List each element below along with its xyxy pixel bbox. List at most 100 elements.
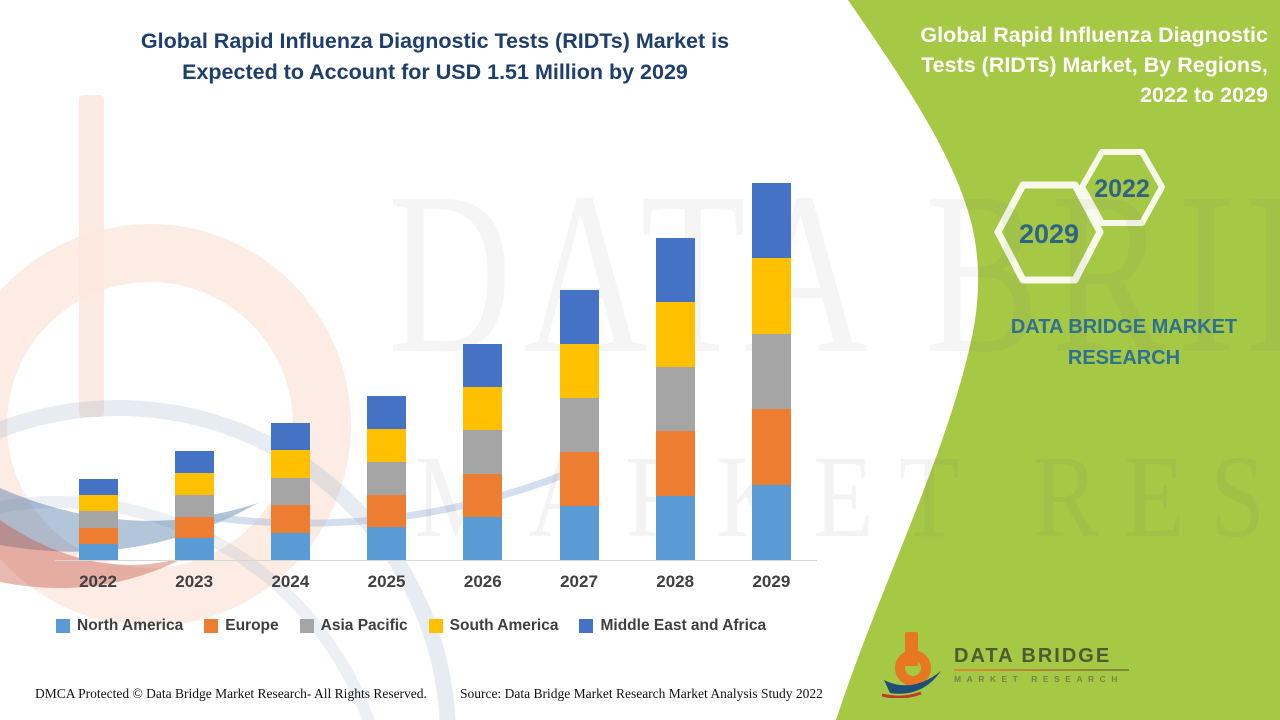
bar-segment-2022-asia-pacific — [78, 511, 118, 528]
x-axis-label-2026: 2026 — [463, 572, 502, 591]
hexagon-year-2022: 2022 — [1094, 175, 1150, 203]
legend-marker-icon — [204, 619, 219, 633]
bar-2023 — [174, 451, 214, 560]
bar-segment-2023-asia-pacific — [174, 494, 214, 517]
bar-segment-2023-north-america — [174, 538, 214, 560]
bar-segment-2026-middle-east-and-africa — [463, 344, 503, 388]
logo-subtitle: MARKET RESEARCH — [954, 674, 1123, 684]
bar-segment-2025-europe — [367, 494, 407, 528]
bar-2026 — [463, 344, 503, 560]
bar-segment-2029-europe — [751, 409, 791, 485]
bar-2028 — [655, 237, 695, 560]
brand-name-line2: RESEARCH — [1067, 347, 1181, 369]
x-axis-line — [55, 560, 817, 561]
bar-segment-2028-south-america — [655, 302, 695, 367]
bar-segment-2027-north-america — [559, 506, 599, 560]
hexagon-2022-outline — [1079, 149, 1165, 226]
bar-segment-2022-middle-east-and-africa — [78, 478, 118, 496]
bar-segment-2027-south-america — [559, 344, 599, 399]
company-logo-icon — [882, 632, 941, 698]
hexagon-year-2029: 2029 — [1018, 219, 1080, 249]
bar-segment-2029-south-america — [751, 258, 791, 334]
x-axis-label-2025: 2025 — [367, 572, 406, 591]
chart-legend: North America Europe Asia Pacific South Ame… — [56, 617, 766, 635]
bar-segment-2027-middle-east-and-africa — [559, 290, 599, 345]
bar-2022 — [78, 478, 118, 560]
x-axis-label-2028: 2028 — [656, 572, 695, 591]
green-panel — [836, 0, 1280, 720]
panel-title-line2: Tests (RIDTs) Market, By Regions, — [921, 53, 1268, 77]
chart-headline: Global Rapid Influenza Diagnostic Tests … — [60, 26, 810, 88]
bar-segment-2022-north-america — [78, 543, 118, 560]
bar-segment-2025-south-america — [367, 429, 407, 462]
bar-segment-2024-middle-east-and-africa — [270, 422, 310, 451]
company-logo: DATA BRIDGE MARKET RESEARCH — [882, 630, 1129, 698]
legend-item-middle-east-and-africa: Middle East and Africa — [579, 617, 766, 635]
bar-segment-2024-south-america — [270, 450, 310, 478]
bar-2027 — [559, 290, 599, 560]
legend-label: Middle East and Africa — [600, 617, 767, 634]
brand-name-line1: DATA BRIDGE MARKET — [1010, 316, 1238, 338]
x-axis-label-2022: 2022 — [79, 572, 117, 591]
bar-segment-2027-asia-pacific — [559, 398, 599, 453]
x-axis-labels: 2022 2023 2024 2025 2026 2027 2028 2029 — [55, 572, 817, 598]
company-logo-text: DATA BRIDGE MARKET RESEARCH — [954, 644, 1129, 684]
source-note: Source: Data Bridge Market Research Mark… — [460, 686, 823, 701]
hexagon-2029-outline — [994, 181, 1104, 284]
bar-segment-2022-south-america — [78, 495, 118, 512]
legend-item-asia-pacific: Asia Pacific — [299, 617, 408, 635]
legend-marker-icon — [579, 619, 594, 633]
panel-title: Global Rapid Influenza Diagnostic Tests … — [878, 20, 1268, 110]
bar-segment-2025-north-america — [367, 527, 407, 560]
bar-segment-2029-asia-pacific — [751, 333, 791, 410]
bar-segment-2027-europe — [559, 452, 599, 507]
bar-segment-2024-north-america — [270, 532, 310, 560]
x-axis-label-2023: 2023 — [175, 572, 214, 591]
bar-segment-2023-middle-east-and-africa — [174, 451, 214, 474]
bar-segment-2026-north-america — [463, 516, 503, 560]
chart-headline-line1: Global Rapid Influenza Diagnostic Tests … — [140, 29, 730, 53]
bar-segment-2029-north-america — [751, 484, 791, 560]
bar-2029 — [751, 183, 791, 560]
logo-underline — [954, 669, 1129, 671]
bar-segment-2029-middle-east-and-africa — [751, 183, 791, 259]
bar-segment-2028-north-america — [655, 495, 695, 560]
bar-2024 — [270, 422, 310, 560]
bar-segment-2023-europe — [174, 516, 214, 539]
legend-item-north-america: North America — [56, 617, 183, 635]
bar-segment-2026-europe — [463, 473, 503, 517]
bar-segment-2028-europe — [655, 431, 695, 496]
legend-marker-icon — [299, 619, 314, 633]
bar-segment-2025-asia-pacific — [367, 461, 407, 495]
bar-segment-2022-europe — [78, 527, 118, 544]
legend-item-europe: Europe — [204, 617, 279, 635]
legend-item-south-america: South America — [428, 617, 559, 635]
logo-title: DATA BRIDGE — [954, 645, 1112, 667]
bar-chart — [55, 140, 817, 561]
bar-segment-2028-middle-east-and-africa — [655, 237, 695, 303]
chart-headline-line2: Expected to Account for USD 1.51 Million… — [182, 60, 688, 84]
legend-label: Europe — [225, 617, 279, 634]
legend-label: Asia Pacific — [320, 617, 408, 634]
bar-segment-2025-middle-east-and-africa — [367, 396, 407, 430]
bar-segment-2026-south-america — [463, 387, 503, 431]
legend-label: North America — [77, 617, 184, 634]
x-axis-label-2024: 2024 — [271, 572, 310, 591]
bar-segment-2024-asia-pacific — [270, 477, 310, 506]
bar-2025 — [367, 396, 407, 560]
bar-segment-2028-asia-pacific — [655, 366, 695, 432]
bar-segment-2024-europe — [270, 505, 310, 533]
legend-label: South America — [449, 617, 559, 634]
legend-marker-icon — [56, 619, 70, 633]
brand-name: DATA BRIDGE MARKET RESEARCH — [985, 312, 1263, 374]
bar-segment-2023-south-america — [174, 473, 214, 495]
x-axis-label-2029: 2029 — [752, 572, 791, 591]
panel-title-line1: Global Rapid Influenza Diagnostic — [920, 23, 1268, 47]
bar-segment-2026-asia-pacific — [463, 430, 503, 474]
x-axis-label-2027: 2027 — [560, 572, 598, 591]
panel-title-line3: 2022 to 2029 — [1140, 83, 1268, 107]
dmca-notice: DMCA Protected © Data Bridge Market Rese… — [35, 686, 427, 701]
legend-marker-icon — [428, 619, 443, 633]
